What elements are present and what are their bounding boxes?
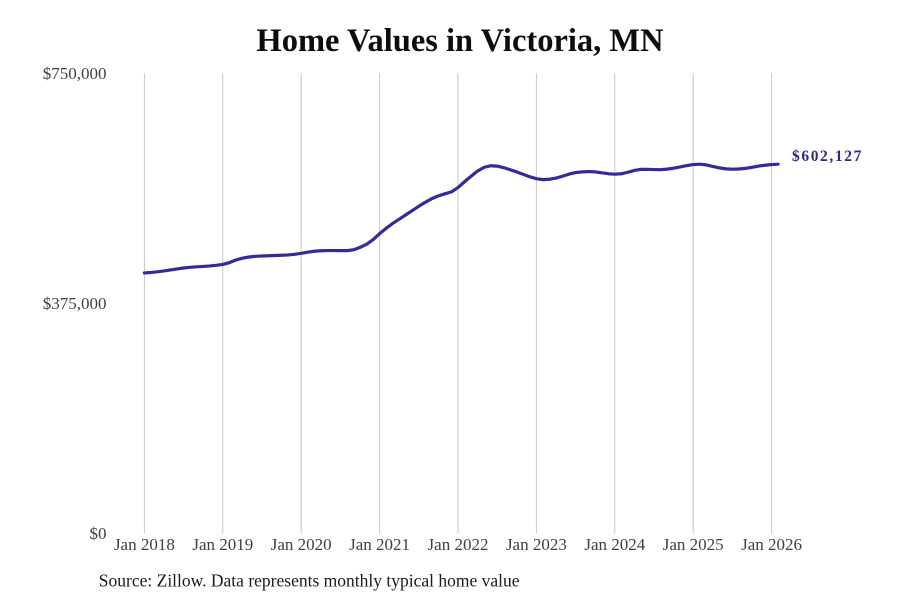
- chart-title: Home Values in Victoria, MN: [256, 23, 664, 59]
- home-value-line: [142, 162, 780, 275]
- x-tick-label: Jan 2021: [349, 535, 410, 554]
- gridlines: [143, 73, 773, 534]
- y-tick-label: $375,000: [43, 294, 107, 313]
- x-tick-label: Jan 2022: [428, 535, 489, 554]
- x-tick-label: Jan 2023: [506, 535, 567, 554]
- x-tick-label: Jan 2020: [271, 535, 332, 554]
- x-tick-label: Jan 2024: [584, 535, 645, 554]
- x-axis-tick-labels: Jan 2018 Jan 2019 Jan 2020 Jan 2021 Jan 2022…: [114, 535, 802, 554]
- y-tick-label: $750,000: [43, 64, 107, 83]
- source-note: Source: Zillow. Data represents monthly …: [99, 571, 520, 591]
- x-tick-label: Jan 2018: [114, 535, 175, 554]
- y-tick-label: $0: [90, 524, 107, 543]
- x-tick-label: Jan 2019: [192, 535, 253, 554]
- x-tick-label: Jan 2025: [663, 535, 724, 554]
- latest-value-label: $602,127: [792, 148, 863, 165]
- x-tick-label: Jan 2026: [741, 535, 802, 554]
- y-axis-tick-labels: $0 $375,000 $750,000: [43, 64, 107, 543]
